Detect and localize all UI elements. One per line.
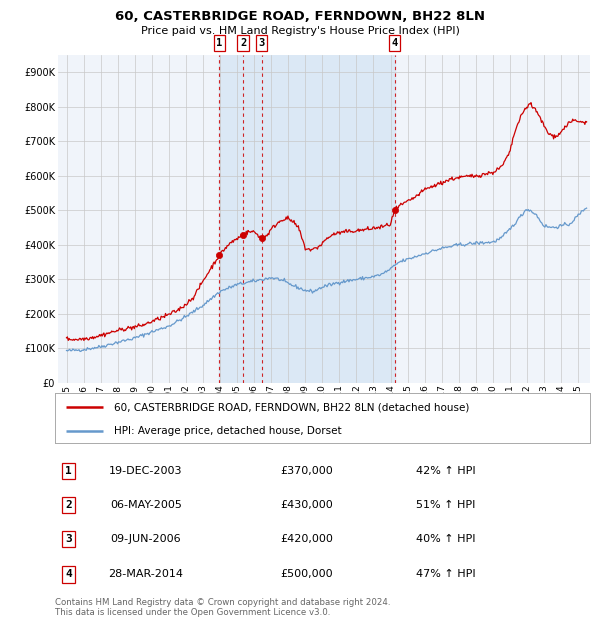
Text: This data is licensed under the Open Government Licence v3.0.: This data is licensed under the Open Gov… (55, 608, 331, 617)
Text: HPI: Average price, detached house, Dorset: HPI: Average price, detached house, Dors… (114, 425, 341, 435)
Text: 1: 1 (216, 38, 223, 48)
Text: £430,000: £430,000 (280, 500, 333, 510)
Text: £500,000: £500,000 (280, 569, 333, 580)
Text: 40% ↑ HPI: 40% ↑ HPI (416, 534, 475, 544)
Text: Price paid vs. HM Land Registry's House Price Index (HPI): Price paid vs. HM Land Registry's House … (140, 26, 460, 36)
Text: 28-MAR-2014: 28-MAR-2014 (109, 569, 184, 580)
Text: 42% ↑ HPI: 42% ↑ HPI (416, 466, 475, 476)
Text: 2: 2 (240, 38, 246, 48)
Text: 4: 4 (65, 569, 72, 580)
Text: 2: 2 (65, 500, 72, 510)
Text: 4: 4 (391, 38, 398, 48)
Text: £420,000: £420,000 (280, 534, 333, 544)
Text: £370,000: £370,000 (280, 466, 333, 476)
Text: 3: 3 (65, 534, 72, 544)
Text: 60, CASTERBRIDGE ROAD, FERNDOWN, BH22 8LN (detached house): 60, CASTERBRIDGE ROAD, FERNDOWN, BH22 8L… (114, 402, 469, 412)
Text: 3: 3 (259, 38, 265, 48)
Text: 1: 1 (65, 466, 72, 476)
Text: Contains HM Land Registry data © Crown copyright and database right 2024.: Contains HM Land Registry data © Crown c… (55, 598, 391, 607)
Text: 60, CASTERBRIDGE ROAD, FERNDOWN, BH22 8LN: 60, CASTERBRIDGE ROAD, FERNDOWN, BH22 8L… (115, 10, 485, 23)
Text: 51% ↑ HPI: 51% ↑ HPI (416, 500, 475, 510)
Text: 09-JUN-2006: 09-JUN-2006 (110, 534, 181, 544)
Text: 19-DEC-2003: 19-DEC-2003 (109, 466, 182, 476)
Text: 47% ↑ HPI: 47% ↑ HPI (416, 569, 475, 580)
Text: 06-MAY-2005: 06-MAY-2005 (110, 500, 182, 510)
Bar (220, 55, 395, 383)
